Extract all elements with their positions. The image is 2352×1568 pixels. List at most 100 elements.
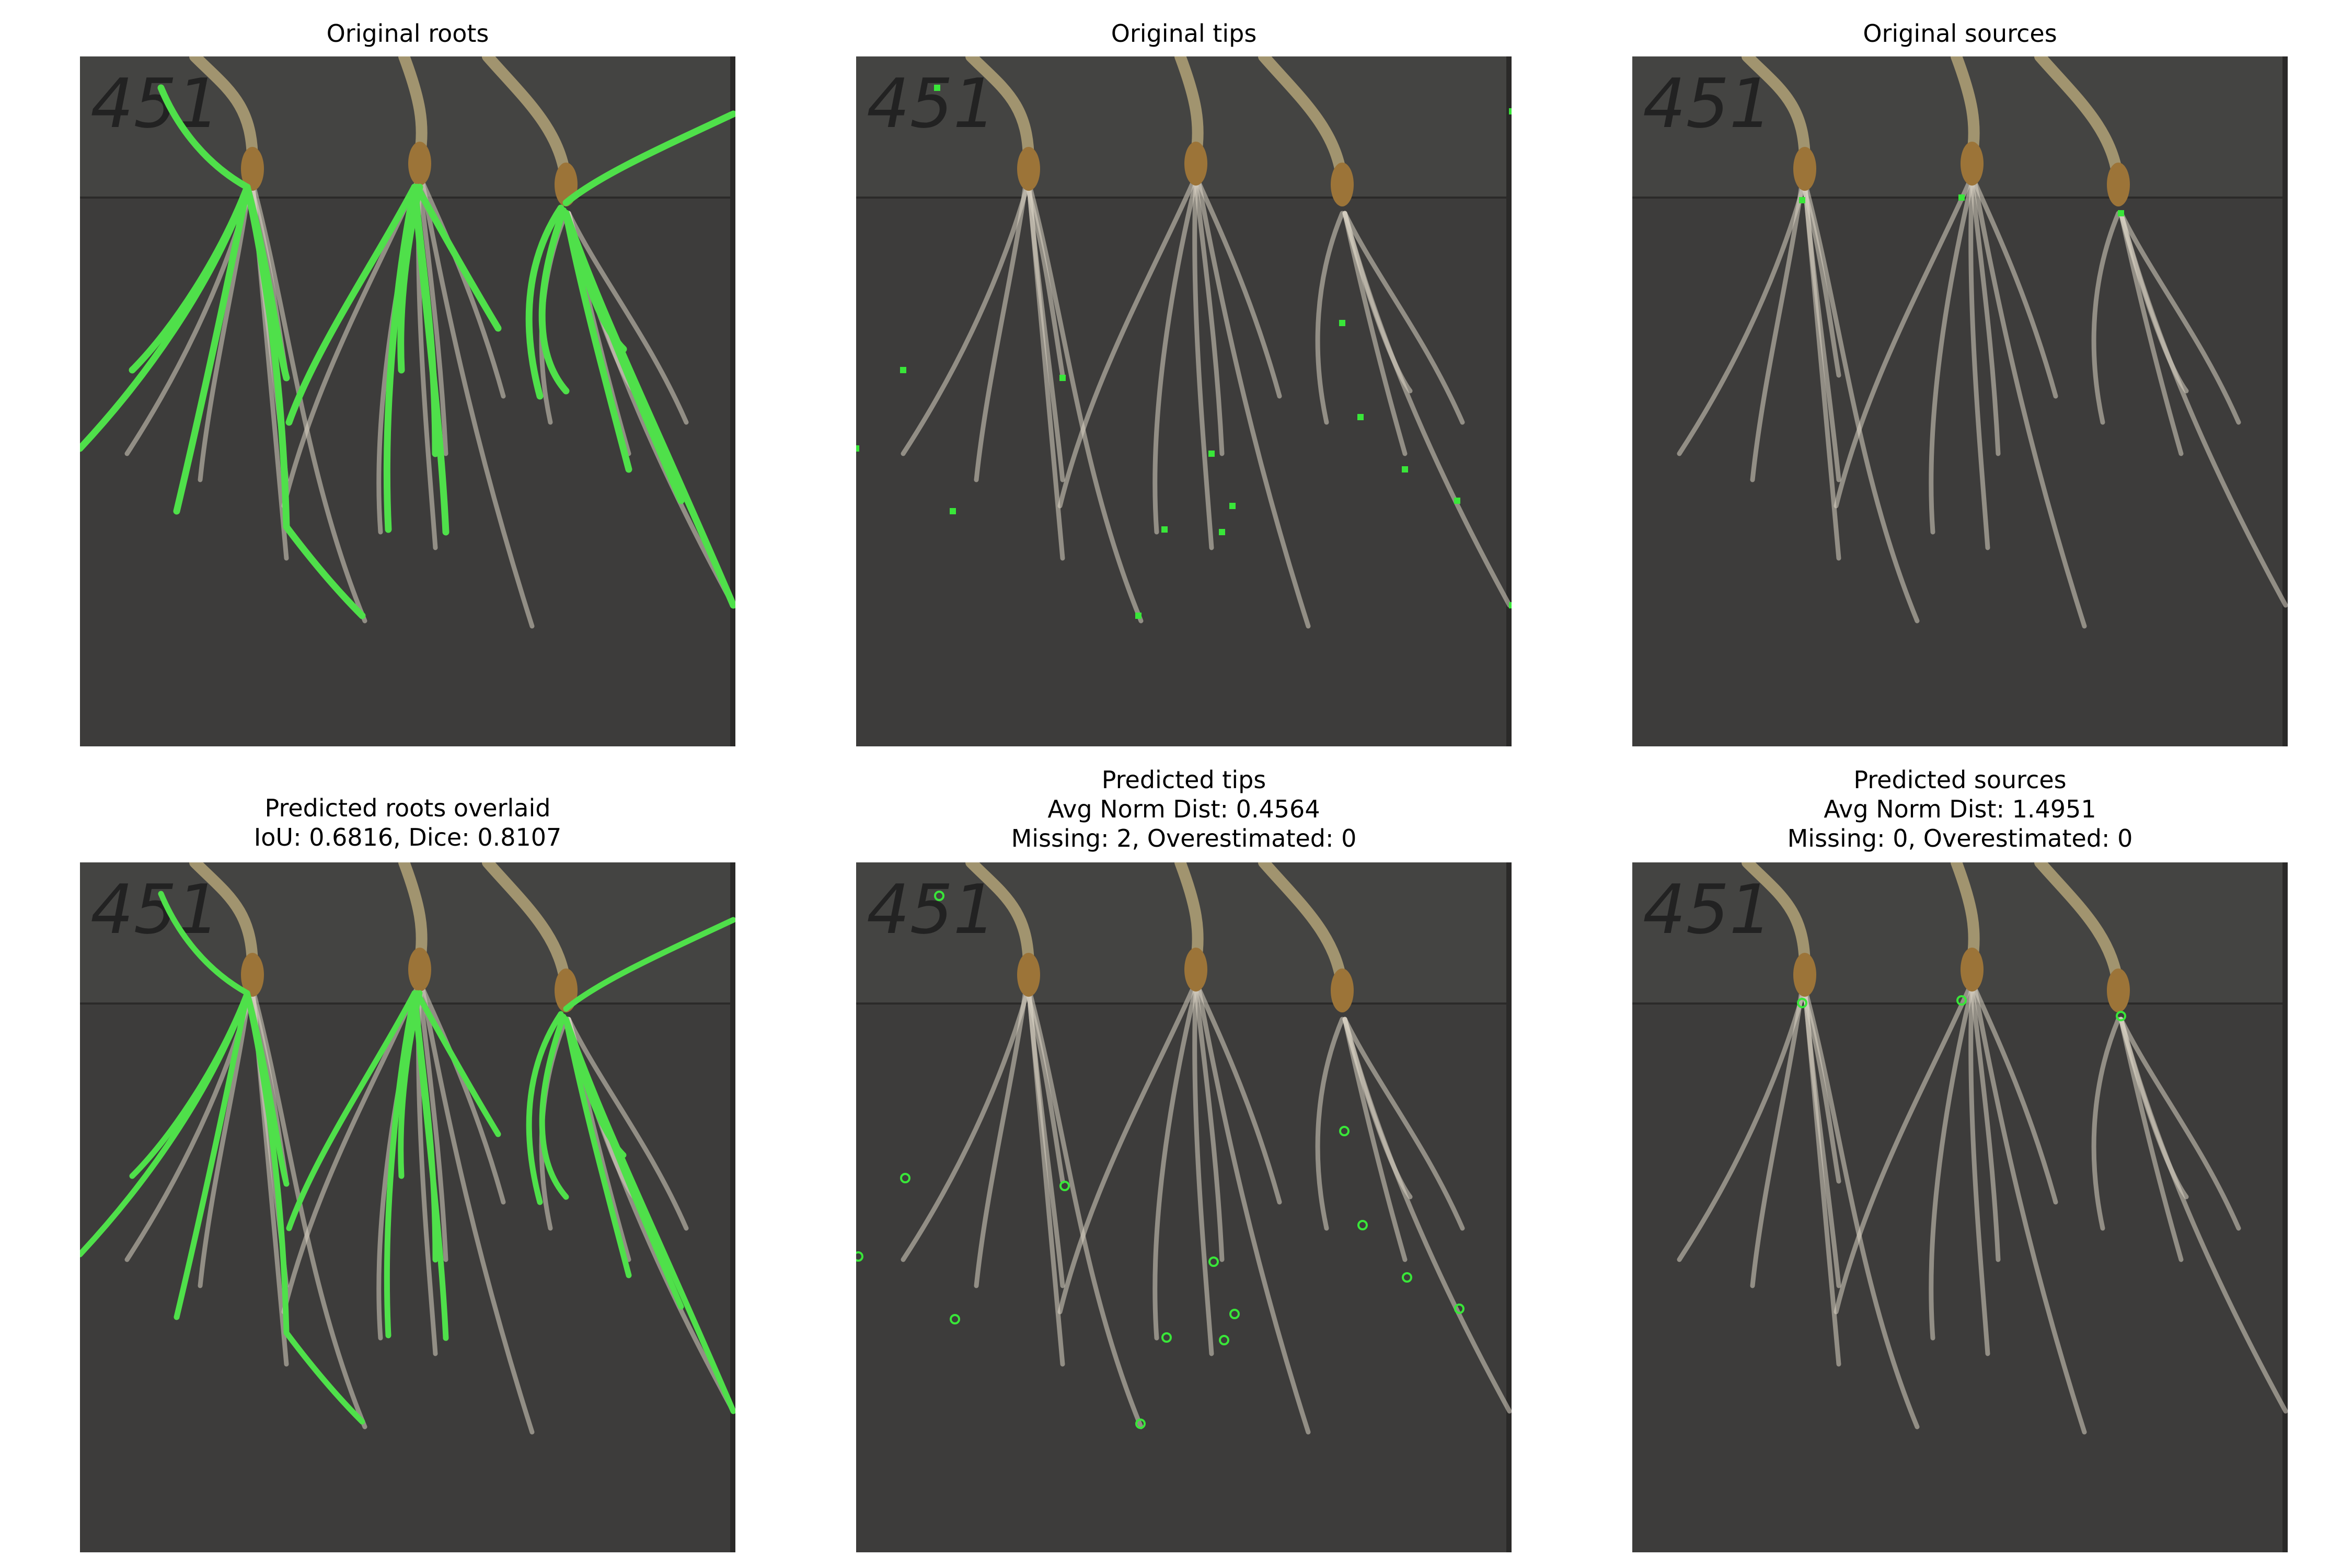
image-predicted-sources: 451	[1632, 862, 2288, 1552]
metrics-iou-dice: IoU: 0.6816, Dice: 0.8107	[253, 823, 562, 851]
plate-label: 451	[90, 870, 220, 949]
root-strand	[1026, 179, 1065, 561]
root-strand	[1315, 211, 1345, 425]
root-mask-segment	[80, 990, 250, 1258]
point-marker-square	[1509, 108, 1512, 114]
root-strand	[1802, 179, 1920, 624]
root-mask-segment	[80, 183, 251, 452]
point-marker-square	[1059, 375, 1066, 381]
root-mask-segment	[384, 990, 418, 1339]
root-strand	[1192, 179, 1214, 550]
root-strand	[1196, 179, 1282, 399]
seed	[1184, 948, 1207, 991]
coleoptile	[482, 862, 572, 994]
plate-label: 451	[867, 64, 996, 143]
point-marker-square	[856, 445, 859, 452]
root-strand	[1026, 179, 1144, 624]
plate-image: 451	[856, 56, 1512, 746]
root-strand	[2091, 1017, 2121, 1231]
point-marker-square	[934, 85, 940, 91]
root-strand	[1193, 985, 1225, 1262]
root-mask-segment	[244, 990, 290, 1336]
root-mask-segment	[285, 183, 418, 426]
root-strand	[1057, 179, 1196, 509]
point-marker-circle	[1208, 1256, 1219, 1267]
root-mask-segment	[283, 523, 366, 619]
seed	[408, 948, 431, 991]
seed	[1961, 142, 1984, 186]
root-strand	[1057, 985, 1196, 1315]
point-marker-square	[1357, 414, 1364, 420]
root-strand	[1193, 179, 1225, 456]
point-marker-circle	[1161, 1332, 1172, 1343]
seed	[241, 953, 264, 997]
root-mask-segment	[526, 1011, 564, 1205]
root-mask-segment	[525, 204, 564, 400]
root-strand	[281, 985, 420, 1315]
image-predicted-tips: 451	[856, 862, 1512, 1552]
plate-edge	[1506, 56, 1512, 746]
root-strand	[1152, 179, 1198, 535]
point-marker-square	[950, 508, 956, 514]
plate-edge	[730, 56, 735, 746]
coleoptile	[189, 56, 258, 167]
image-original-sources: 451	[1632, 56, 2288, 746]
root-strand	[420, 179, 506, 399]
point-marker-circle	[1339, 1126, 1350, 1136]
seed	[408, 142, 431, 186]
seed	[1017, 953, 1040, 997]
point-marker-circle	[1797, 998, 1807, 1008]
coleoptile	[965, 862, 1034, 973]
point-marker-square	[1208, 451, 1215, 457]
seed	[1793, 953, 1816, 997]
root-strand	[2118, 211, 2241, 425]
root-strand	[1968, 179, 1990, 550]
root-strand	[1800, 179, 1841, 378]
coleoptile	[189, 862, 258, 973]
point-marker-circle	[950, 1314, 960, 1324]
root-strand	[1972, 985, 2087, 1435]
root-strand	[1969, 179, 2001, 456]
root-strand	[1196, 985, 1311, 1435]
metrics-avg-norm-dist: Avg Norm Dist: 0.4564	[1047, 795, 1320, 823]
plate-edge	[730, 862, 735, 1552]
seed	[2107, 163, 2130, 206]
root-strand	[1800, 985, 1841, 1184]
root-mask-segment	[563, 1016, 627, 1158]
panel-title-predicted-sources: Predicted sources Avg Norm Dist: 1.4951 …	[1631, 765, 2289, 853]
root-mask-segment	[158, 891, 250, 996]
root-strand	[1750, 985, 1805, 1288]
root-strand	[974, 179, 1029, 482]
root-mask-segment	[411, 183, 439, 457]
root-strand	[420, 985, 506, 1205]
root-strand	[1972, 179, 2058, 399]
seed	[1331, 969, 1354, 1012]
point-marker-square	[1229, 503, 1236, 509]
root-strand	[1969, 985, 2001, 1262]
root-strand	[420, 179, 535, 629]
seed	[1961, 948, 1984, 991]
seed	[1331, 163, 1354, 206]
root-mask-segment	[539, 1013, 569, 1200]
root-mask-segment	[174, 990, 250, 1320]
root-strand	[1802, 179, 1841, 561]
root-mask-segment	[414, 990, 501, 1137]
coleoptile	[2034, 56, 2124, 188]
root-mask-segment	[173, 183, 251, 515]
root-mask-segment	[538, 207, 570, 395]
seed	[2107, 969, 2130, 1012]
seed	[1017, 147, 1040, 191]
root-strand	[1929, 985, 1975, 1341]
root-mask-segment	[244, 183, 290, 531]
root-strand	[1315, 1017, 1345, 1231]
plate-image: 451	[80, 862, 735, 1552]
plate-edge	[2282, 56, 2288, 746]
root-strand	[566, 1017, 689, 1231]
panel-title-predicted-tips: Predicted tips Avg Norm Dist: 0.4564 Mis…	[855, 765, 1513, 853]
coleoptile	[965, 56, 1034, 167]
plate-image: 451	[80, 56, 735, 746]
point-marker-square	[900, 367, 906, 373]
root-strand	[1026, 985, 1065, 1367]
coleoptile	[482, 56, 572, 188]
root-strand	[1802, 985, 1920, 1429]
